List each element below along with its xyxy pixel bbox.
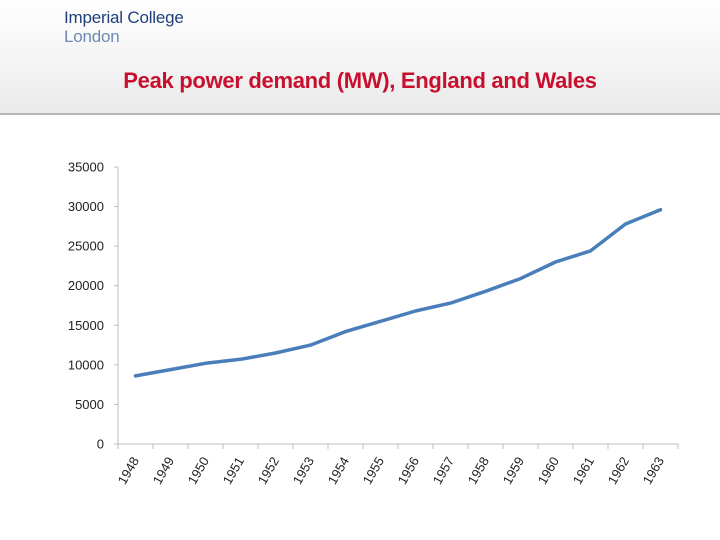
data-point bbox=[134, 374, 137, 378]
x-tick-label: 1950 bbox=[185, 454, 212, 487]
data-point bbox=[379, 319, 382, 323]
x-tick-label: 1958 bbox=[465, 454, 492, 487]
x-tick-label: 1963 bbox=[640, 454, 667, 487]
y-tick-label: 35000 bbox=[68, 160, 104, 175]
x-tick-label: 1962 bbox=[605, 454, 632, 487]
y-tick-label: 15000 bbox=[68, 318, 104, 333]
y-tick-label: 25000 bbox=[68, 239, 104, 254]
x-tick-label: 1956 bbox=[395, 454, 422, 487]
x-tick-label: 1948 bbox=[115, 454, 142, 487]
data-point bbox=[239, 357, 242, 361]
y-tick-label: 10000 bbox=[68, 357, 104, 372]
x-tick-label: 1953 bbox=[290, 454, 317, 487]
x-tick-label: 1960 bbox=[535, 454, 562, 487]
series-line bbox=[133, 207, 663, 378]
slide-title: Peak power demand (MW), England and Wale… bbox=[123, 68, 597, 93]
x-tick-label: 1961 bbox=[570, 454, 597, 487]
data-point bbox=[484, 289, 487, 293]
data-point bbox=[274, 351, 277, 355]
y-tick-label: 20000 bbox=[68, 278, 104, 293]
data-point bbox=[519, 277, 522, 281]
y-tick-label: 30000 bbox=[68, 199, 104, 214]
data-point bbox=[344, 330, 347, 334]
logo-line-2: London bbox=[64, 27, 120, 46]
x-tick-label: 1957 bbox=[430, 454, 457, 487]
data-point bbox=[309, 343, 312, 347]
x-tick-label: 1949 bbox=[150, 454, 177, 487]
x-tick-label: 1955 bbox=[360, 454, 387, 487]
x-tick-label: 1954 bbox=[325, 454, 352, 487]
data-point bbox=[449, 301, 452, 305]
data-point bbox=[169, 368, 172, 372]
logo-line-1: Imperial College bbox=[64, 8, 184, 27]
x-tick-label: 1959 bbox=[500, 454, 527, 487]
data-point bbox=[554, 260, 557, 264]
y-tick-label: 0 bbox=[97, 437, 104, 452]
slide-header: Imperial College London Peak power deman… bbox=[0, 0, 720, 115]
data-point bbox=[624, 222, 627, 226]
y-tick-label: 5000 bbox=[75, 397, 104, 412]
data-point bbox=[589, 249, 592, 253]
imperial-college-logo: Imperial College London bbox=[64, 8, 184, 46]
x-tick-label: 1952 bbox=[255, 454, 282, 487]
data-point bbox=[204, 361, 207, 365]
data-point bbox=[414, 309, 417, 313]
x-tick-label: 1951 bbox=[220, 454, 247, 487]
data-point bbox=[659, 208, 662, 212]
